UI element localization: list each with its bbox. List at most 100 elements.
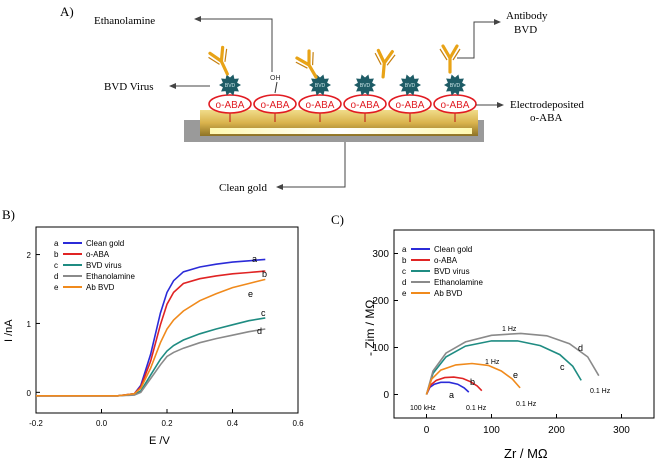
- legend-letter: d: [54, 272, 58, 281]
- oaba-label: o-ABA: [396, 100, 425, 111]
- y-tick-label: 0: [27, 389, 32, 398]
- oaba-ellipse: [388, 94, 432, 114]
- legend-letter: a: [54, 239, 59, 248]
- panel-c-ylabel: - Zim / MΩ: [363, 300, 377, 356]
- panel-c-label: C): [331, 212, 344, 227]
- electro-label-line1: Electrodeposited: [510, 99, 584, 111]
- oaba-ellipse: [298, 94, 342, 114]
- electro-arrowhead: [497, 102, 504, 108]
- bvd-virus-particle: [399, 74, 421, 96]
- antibody-layer: [208, 44, 461, 79]
- oh-stem: [274, 81, 278, 94]
- panel-a-label: A): [60, 4, 74, 19]
- bvd-virus-particle: [219, 74, 241, 96]
- curve-label: a: [252, 254, 257, 264]
- curve-label: c: [560, 362, 565, 372]
- panel-c-legend: a Clean gold b o-ABA c BVD virus d Ethanolamine…: [402, 245, 483, 298]
- electro-label-line2: o-ABA: [530, 112, 562, 124]
- curve-label: d: [257, 326, 262, 336]
- legend-letter: e: [54, 283, 59, 292]
- legend-letter: d: [402, 278, 406, 287]
- legend-name: BVD virus: [434, 267, 470, 276]
- panel-c-curves: [425, 332, 600, 395]
- oaba-label: o-ABA: [441, 100, 470, 111]
- virus-tag: BVD: [315, 83, 326, 89]
- x-tick-label: 0.2: [161, 419, 173, 428]
- x-tick-label: -0.2: [29, 419, 43, 428]
- panel-a: A) o-ABA o-ABA o-ABA o-ABA o-ABA o-ABA BVD BVD…: [60, 4, 584, 194]
- legend-name: Clean gold: [434, 245, 472, 254]
- legend-name: Ethanolamine: [86, 272, 135, 281]
- oaba-ellipse: [433, 94, 477, 114]
- oaba-label: o-ABA: [216, 100, 245, 111]
- bvd-virus-particle: [354, 74, 376, 96]
- antibody-shape: [439, 44, 461, 74]
- clean-gold-arrowhead: [276, 184, 283, 190]
- oaba-label: o-ABA: [306, 100, 335, 111]
- series-line-ab-bvd: [425, 362, 521, 395]
- antibody-shape: [295, 49, 318, 79]
- curve-label: b: [470, 377, 475, 387]
- panel-b-ylabel: I /nA: [3, 319, 15, 342]
- series-line-ethanolamine: [425, 332, 600, 395]
- y-tick-label: 300: [372, 249, 389, 260]
- legend-name: o-ABA: [86, 250, 110, 259]
- legend-name: Ab BVD: [434, 289, 463, 298]
- panel-c-ticks: 0 100 200 300 0 100 200 300: [372, 249, 630, 436]
- y-tick-label: 100: [372, 343, 389, 354]
- oaba-ellipse: [253, 94, 297, 114]
- series-line-o-aba: [425, 376, 483, 395]
- hz01-b-annotation: 0.1 Hz: [466, 405, 487, 412]
- ethanolamine-label: Ethanolamine: [94, 15, 155, 27]
- ethanolamine-arrowhead: [194, 16, 201, 22]
- series-line-ab-bvd: [36, 278, 266, 397]
- panel-b-label: B): [2, 207, 15, 222]
- x-tick-label: 300: [613, 425, 630, 436]
- oaba-label: o-ABA: [261, 100, 290, 111]
- curve-label: c: [261, 308, 266, 318]
- hz01-d-annotation: 0.1 Hz: [590, 388, 611, 395]
- virus-layer: BVD BVD BVD BVD BVD: [219, 74, 466, 96]
- legend-letter: a: [402, 245, 407, 254]
- panel-b: B) -0.2 0.0 0.2 0.4 0.6 0 1 2 a Clean gold b o-ABA…: [2, 207, 304, 447]
- legend-name: Ab BVD: [86, 283, 115, 292]
- antibody-bvd-label: BVD: [514, 24, 537, 36]
- series-line-o-aba: [36, 270, 266, 397]
- oh-label: OH: [270, 75, 281, 82]
- legend-name: Clean gold: [86, 239, 124, 248]
- series-line-clean-gold: [425, 381, 470, 395]
- curve-label: d: [578, 343, 583, 353]
- panel-b-ticks: -0.2 0.0 0.2 0.4 0.6 0 1 2: [27, 251, 305, 428]
- curve-label: a: [449, 390, 454, 400]
- legend-letter: c: [54, 261, 58, 270]
- panel-b-curves: [36, 258, 266, 397]
- legend-letter: b: [54, 250, 59, 259]
- y-tick-label: 1: [27, 320, 32, 329]
- legend-name: Ethanolamine: [434, 278, 483, 287]
- antibody-shape: [208, 45, 229, 76]
- x-tick-label: 0.6: [292, 419, 304, 428]
- hz01-e-annotation: 0.1 Hz: [516, 401, 537, 408]
- panel-c: C) 0 100 200 300 0 100 200 300 a Clean gold b o-AB…: [331, 212, 655, 461]
- antibody-shape: [374, 48, 396, 79]
- hz1-mid-annotation: 1 Hz: [485, 359, 500, 366]
- curve-label: b: [262, 269, 267, 279]
- oaba-label: o-ABA: [351, 100, 380, 111]
- bvd-virus-label: BVD Virus: [104, 81, 154, 93]
- gold-glow: [210, 128, 472, 134]
- y-tick-label: 200: [372, 296, 389, 307]
- oaba-layer: o-ABA o-ABA o-ABA o-ABA o-ABA o-ABA: [208, 94, 477, 114]
- x-tick-label: 0.0: [96, 419, 108, 428]
- curve-label: e: [513, 370, 518, 380]
- oaba-ellipse: [343, 94, 387, 114]
- oaba-ellipse: [208, 94, 252, 114]
- panel-b-legend: a Clean gold b o-ABA c BVD virus d Ethanolamine…: [54, 239, 135, 292]
- clean-gold-label: Clean gold: [219, 182, 267, 194]
- bvd-virus-arrowhead: [169, 83, 176, 89]
- legend-letter: e: [402, 289, 407, 298]
- khz100-annotation: 100 kHz: [410, 405, 436, 412]
- clean-gold-pointer: [282, 142, 346, 188]
- bvd-virus-particle: [444, 74, 466, 96]
- x-tick-label: 200: [548, 425, 565, 436]
